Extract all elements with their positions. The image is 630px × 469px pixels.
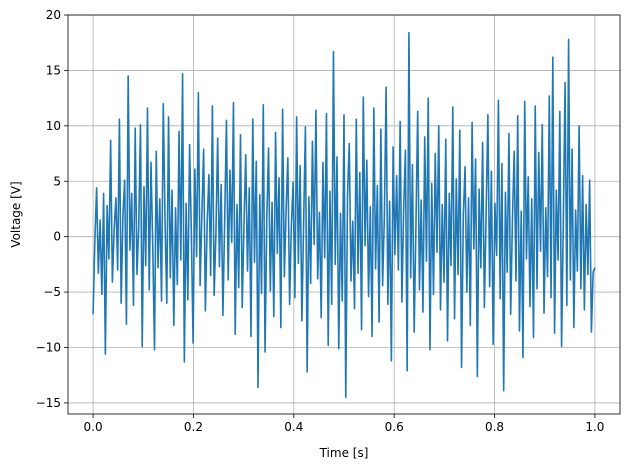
series-layer xyxy=(92,31,596,399)
y-tick-label: −5 xyxy=(43,285,61,299)
y-tick-label: 5 xyxy=(53,174,61,188)
x-tick-label: 0.6 xyxy=(385,420,404,434)
x-tick-label: 0.2 xyxy=(184,420,203,434)
series-line xyxy=(92,31,596,399)
x-axis-ticks: 0.0 0.2 0.4 0.6 0.8 1.0 xyxy=(84,414,604,434)
y-axis-label: Voltage [V] xyxy=(9,181,23,247)
x-tick-label: 0.0 xyxy=(84,420,103,434)
x-axis-label: Time [s] xyxy=(319,446,369,460)
plot-frame xyxy=(67,14,621,415)
x-tick-label: 1.0 xyxy=(585,420,604,434)
y-tick-label: −10 xyxy=(36,341,61,355)
x-tick-label: 0.4 xyxy=(284,420,303,434)
y-tick-label: 20 xyxy=(46,8,61,22)
y-tick-label: 0 xyxy=(53,230,61,244)
x-tick-label: 0.8 xyxy=(485,420,504,434)
y-axis-ticks: −15 −10 −5 0 5 10 15 20 xyxy=(36,8,68,410)
y-tick-label: 15 xyxy=(46,63,61,77)
y-tick-label: 10 xyxy=(46,119,61,133)
y-tick-label: −15 xyxy=(36,396,61,410)
